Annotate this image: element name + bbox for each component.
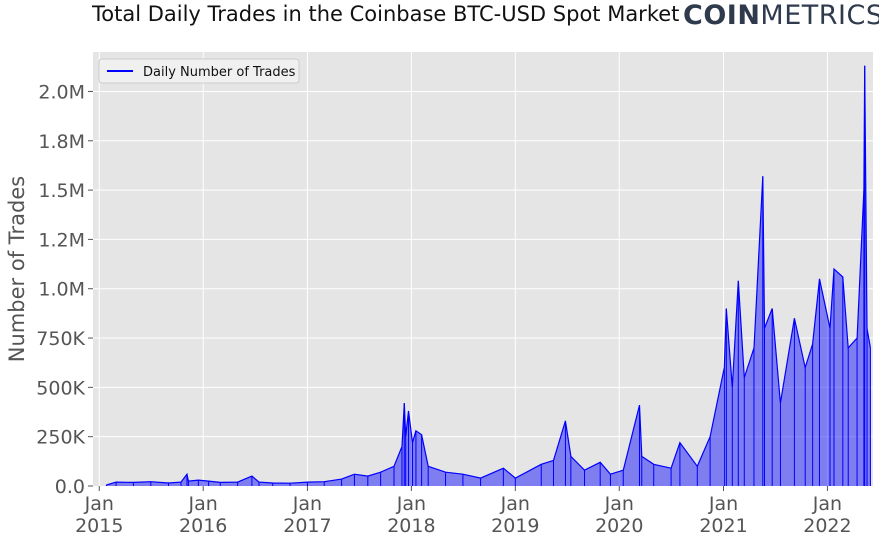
y-tick-label-0: 0.0 bbox=[55, 476, 85, 498]
x-tick-year-3: 2018 bbox=[387, 515, 435, 537]
legend: Daily Number of Trades bbox=[98, 58, 300, 84]
x-tick-month-1: Jan bbox=[188, 493, 218, 515]
grid-lines bbox=[93, 52, 873, 486]
y-tick-label-8: 2.0M bbox=[38, 81, 85, 103]
axes: 0.0250K500K750K1.0M1.2M1.5M1.8M2.0MJan20… bbox=[36, 81, 851, 537]
x-tick-month-4: Jan bbox=[500, 493, 530, 515]
x-tick-month-6: Jan bbox=[708, 493, 738, 515]
y-axis-label: Number of Trades bbox=[5, 176, 29, 362]
logo-light-text: METRICS bbox=[760, 0, 879, 31]
y-tick-label-1: 250K bbox=[36, 427, 85, 449]
y-tick-label-5: 1.2M bbox=[38, 229, 85, 251]
logo-bold-text: COIN bbox=[683, 0, 761, 31]
y-tick-label-7: 1.8M bbox=[38, 131, 85, 153]
x-tick-month-7: Jan bbox=[812, 493, 842, 515]
x-tick-year-6: 2021 bbox=[699, 515, 747, 537]
plot-area bbox=[93, 52, 873, 486]
y-tick-label-3: 750K bbox=[36, 328, 85, 350]
legend-label-daily-trades: Daily Number of Trades bbox=[143, 65, 296, 80]
chart-title: Total Daily Trades in the Coinbase BTC-U… bbox=[92, 2, 680, 26]
x-tick-year-7: 2022 bbox=[803, 515, 851, 537]
x-tick-year-1: 2016 bbox=[179, 515, 227, 537]
x-tick-year-0: 2015 bbox=[75, 515, 123, 537]
coinmetrics-logo: COINMETRICS bbox=[683, 0, 879, 31]
y-tick-label-6: 1.5M bbox=[38, 180, 85, 202]
x-tick-month-5: Jan bbox=[604, 493, 634, 515]
legend-box bbox=[98, 58, 300, 84]
x-tick-year-4: 2019 bbox=[491, 515, 539, 537]
series-line-0 bbox=[106, 65, 871, 486]
series-layer bbox=[105, 65, 871, 487]
y-tick-label-2: 500K bbox=[36, 377, 85, 399]
x-tick-year-2: 2017 bbox=[283, 515, 331, 537]
x-tick-month-0: Jan bbox=[84, 493, 114, 515]
y-tick-label-4: 1.0M bbox=[38, 279, 85, 301]
x-tick-month-3: Jan bbox=[396, 493, 426, 515]
x-tick-month-2: Jan bbox=[292, 493, 322, 515]
x-tick-year-5: 2020 bbox=[595, 515, 643, 537]
